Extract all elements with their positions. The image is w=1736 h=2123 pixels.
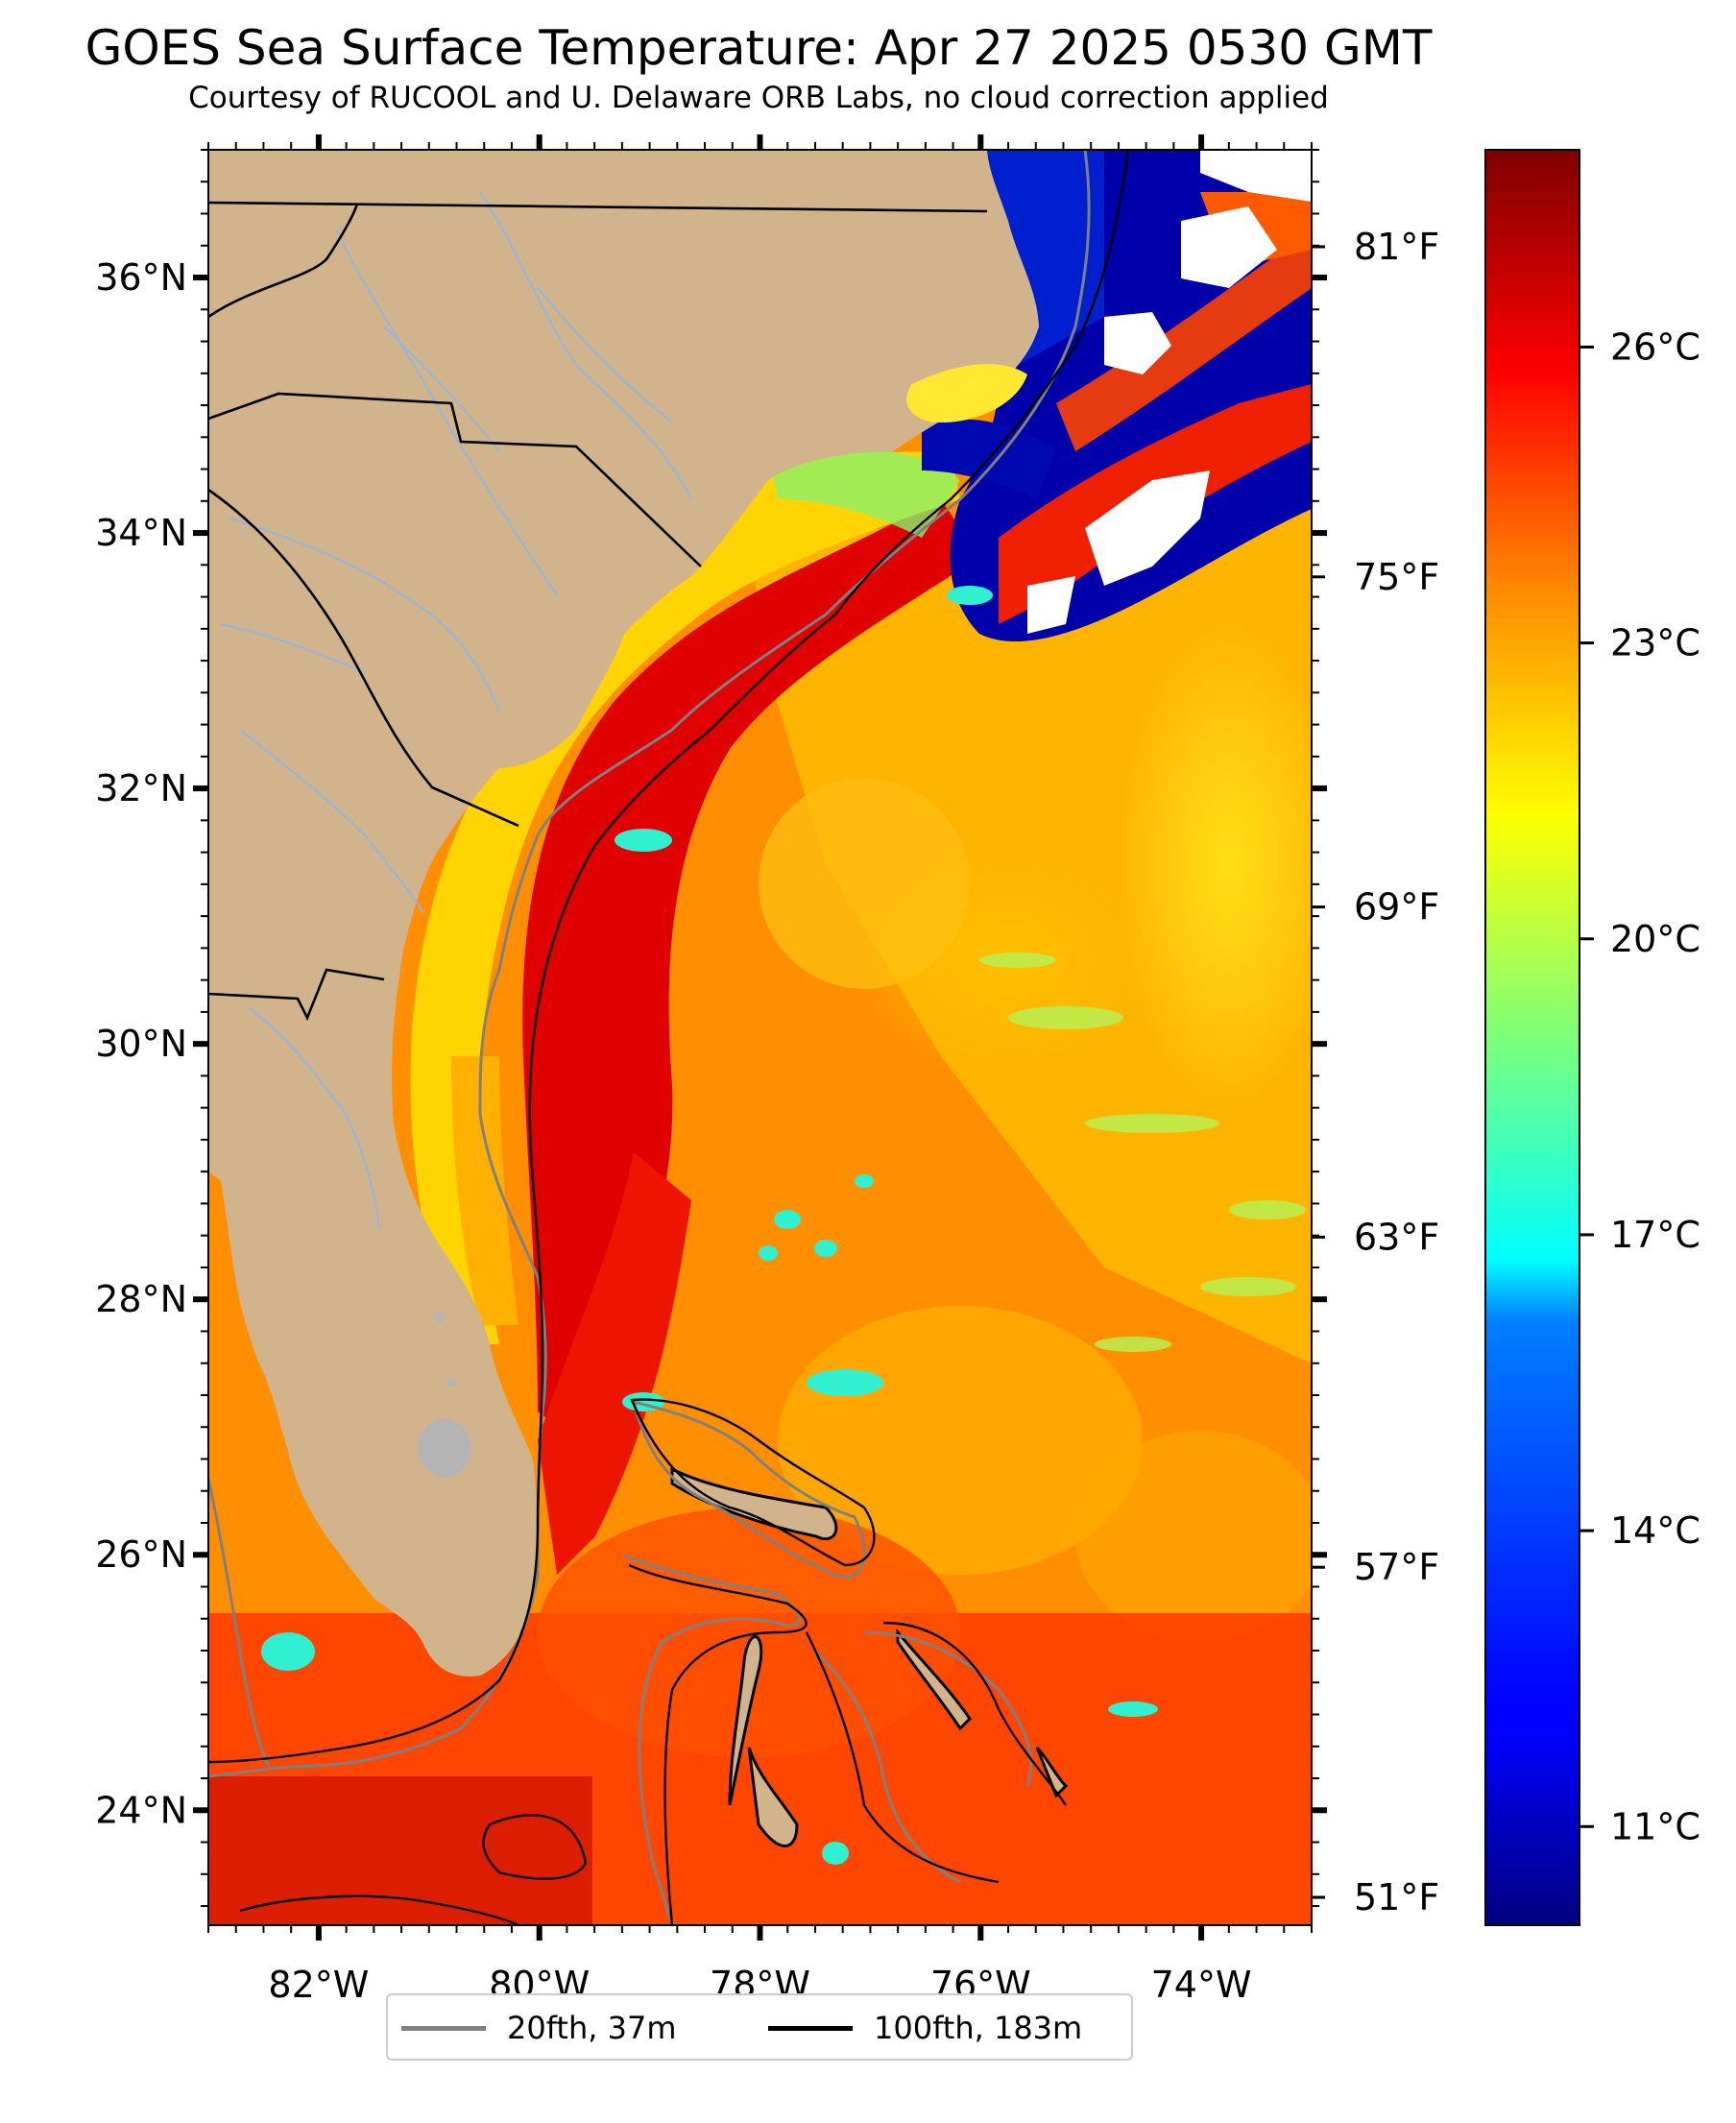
colorbar-tick-label: 14°C — [1610, 1509, 1700, 1552]
legend-label-100fth: 100fth, 183m — [874, 2010, 1083, 2046]
legend-item-20fth: 20fth, 37m — [401, 2009, 676, 2047]
lake-okeechobee — [418, 1419, 471, 1477]
lat-tick-label: 30°N — [95, 1023, 187, 1065]
lat-tick-label: 34°N — [95, 512, 187, 554]
lat-tick-label: 24°N — [95, 1789, 187, 1831]
land-southeast-us — [208, 150, 1039, 1677]
lon-tick-label: 82°W — [268, 1964, 369, 2006]
colorbar — [1484, 149, 1580, 1926]
lat-tick-label: 32°N — [95, 767, 187, 809]
fahrenheit-tick-label: 51°F — [1354, 1876, 1439, 1918]
legend-swatch-100fth — [768, 2025, 853, 2031]
isobath-100fth — [208, 150, 1130, 1925]
colorbar-tick-label: 23°C — [1610, 622, 1700, 664]
colorbar-tick-label: 20°C — [1610, 918, 1700, 960]
state-borders — [208, 201, 988, 1022]
fahrenheit-tick-label: 75°F — [1354, 556, 1439, 598]
yellow-patch-east — [1114, 615, 1312, 1114]
map-subtitle: Courtesy of RUCOOL and U. Delaware ORB L… — [188, 81, 1329, 115]
warm-eddy — [759, 778, 970, 989]
bahamas-islands — [670, 1466, 1069, 1847]
lon-tick-label: 74°W — [1151, 1964, 1252, 2006]
fahrenheit-tick-label: 57°F — [1354, 1546, 1439, 1588]
colorbar-tick-label: 17°C — [1610, 1214, 1700, 1256]
map-title: GOES Sea Surface Temperature: Apr 27 202… — [84, 20, 1433, 76]
colorbar-tick-label: 26°C — [1610, 326, 1700, 368]
axes-layer: 82°W 80°W 78°W 76°W 74°W36°N34°N32°N30°N28°N… — [95, 134, 1700, 2006]
isobath-legend: 20fth, 37m 100fth, 183m — [386, 1993, 1133, 2061]
lat-tick-label: 28°N — [95, 1278, 187, 1320]
lat-tick-label: 26°N — [95, 1533, 187, 1576]
cloud-patch — [1200, 150, 1312, 202]
rivers — [220, 191, 692, 1230]
fahrenheit-tick-label: 69°F — [1354, 886, 1439, 929]
lat-tick-label: 36°N — [95, 256, 187, 299]
sst-field — [208, 150, 1312, 1925]
fahrenheit-tick-label: 63°F — [1354, 1216, 1439, 1258]
legend-label-20fth: 20fth, 37m — [507, 2010, 677, 2046]
colorbar-tick-label: 11°C — [1610, 1805, 1700, 1847]
legend-swatch-20fth — [401, 2025, 486, 2031]
legend-item-100fth: 100fth, 183m — [768, 2009, 1082, 2047]
fahrenheit-tick-label: 81°F — [1354, 226, 1439, 268]
cool-speckles — [261, 586, 1158, 1865]
